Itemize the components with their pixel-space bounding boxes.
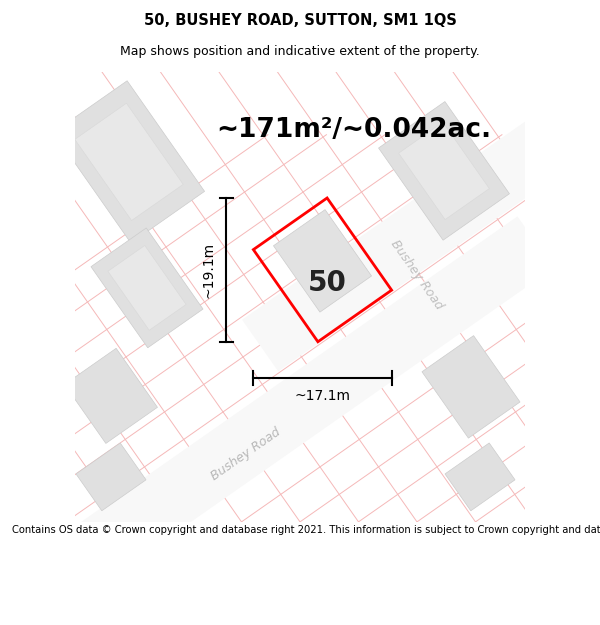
Polygon shape xyxy=(422,336,520,438)
Text: 50: 50 xyxy=(308,269,346,298)
Text: Map shows position and indicative extent of the property.: Map shows position and indicative extent… xyxy=(120,44,480,58)
Polygon shape xyxy=(398,122,490,219)
Polygon shape xyxy=(75,103,183,221)
Polygon shape xyxy=(108,246,186,330)
Text: ~19.1m: ~19.1m xyxy=(201,242,215,298)
Polygon shape xyxy=(65,348,157,443)
Polygon shape xyxy=(76,443,146,511)
Polygon shape xyxy=(274,209,371,312)
Polygon shape xyxy=(379,102,509,240)
Polygon shape xyxy=(1,216,554,625)
Text: Contains OS data © Crown copyright and database right 2021. This information is : Contains OS data © Crown copyright and d… xyxy=(12,525,600,535)
Text: Bushey Road: Bushey Road xyxy=(209,426,283,483)
Polygon shape xyxy=(53,81,205,243)
Text: ~17.1m: ~17.1m xyxy=(295,389,350,403)
Text: 50, BUSHEY ROAD, SUTTON, SM1 1QS: 50, BUSHEY ROAD, SUTTON, SM1 1QS xyxy=(143,13,457,28)
Text: Bushey Road: Bushey Road xyxy=(388,237,446,312)
Polygon shape xyxy=(91,228,203,348)
Text: ~171m²/~0.042ac.: ~171m²/~0.042ac. xyxy=(217,118,491,143)
Polygon shape xyxy=(445,443,515,511)
Polygon shape xyxy=(242,88,600,371)
